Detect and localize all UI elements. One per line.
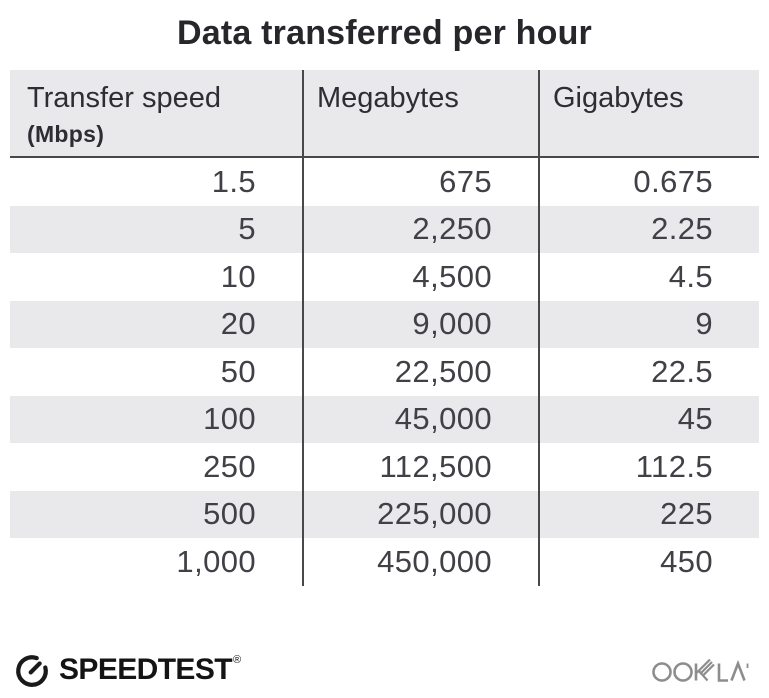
column-header-label: Megabytes bbox=[317, 82, 459, 114]
table-cell: 675 bbox=[302, 158, 538, 206]
table-cell: 1.5 bbox=[211, 163, 256, 199]
ookla-wordmark-icon bbox=[652, 658, 749, 682]
table-cell: 10 bbox=[220, 258, 256, 294]
table-cell: 2.25 bbox=[538, 205, 759, 253]
table-cell: 500 bbox=[203, 496, 256, 532]
table-row: 5 2,250 2.25 bbox=[10, 205, 759, 253]
table-row: 500 225,000 225 bbox=[10, 490, 759, 538]
registered-trademark-mark: ® bbox=[232, 654, 242, 666]
table-cell: 45 bbox=[538, 395, 759, 443]
speedtest-wordmark: SPEEDTEST bbox=[59, 653, 233, 686]
table-row: 250 112,500 112.5 bbox=[10, 443, 759, 491]
speedometer-icon bbox=[16, 655, 48, 687]
table-cell: 22.5 bbox=[538, 348, 759, 396]
table-cell: 112,500 bbox=[302, 443, 538, 491]
table-cell: 450 bbox=[538, 538, 759, 586]
ookla-logo bbox=[651, 654, 755, 686]
table-cell: 0.675 bbox=[538, 158, 759, 206]
footer: SPEEDTEST ® bbox=[14, 650, 755, 690]
table-cell: 225 bbox=[538, 490, 759, 538]
table-cell: 250 bbox=[203, 448, 256, 484]
column-header-sublabel: (Mbps) bbox=[27, 121, 105, 147]
column-header-transfer-speed: Transfer speed (Mbps) bbox=[10, 70, 302, 156]
table-cell: 22,500 bbox=[302, 348, 538, 396]
column-header-label: Transfer speed bbox=[27, 82, 221, 114]
table-cell: 45,000 bbox=[302, 395, 538, 443]
table-body: 1.5 675 0.675 5 2,250 2.25 10 4,500 4.5 … bbox=[10, 158, 759, 586]
table-cell: 450,000 bbox=[302, 538, 538, 586]
table-cell: 112.5 bbox=[538, 443, 759, 491]
table-cell: 100 bbox=[203, 401, 256, 437]
chart-title: Data transferred per hour bbox=[177, 14, 592, 52]
column-header-label: Gigabytes bbox=[553, 82, 684, 114]
speedtest-logo: SPEEDTEST ® bbox=[14, 652, 241, 688]
table-cell: 9,000 bbox=[302, 300, 538, 348]
table-cell: 50 bbox=[220, 353, 256, 389]
data-table: Transfer speed (Mbps) Megabytes Gigabyte… bbox=[10, 70, 759, 586]
table-cell: 5 bbox=[238, 211, 256, 247]
table-row: 1,000 450,000 450 bbox=[10, 538, 759, 586]
table-cell: 9 bbox=[538, 300, 759, 348]
table-cell: 20 bbox=[220, 306, 256, 342]
column-header-megabytes: Megabytes bbox=[302, 70, 538, 156]
table-cell: 1,000 bbox=[176, 543, 256, 579]
table-row: 20 9,000 9 bbox=[10, 300, 759, 348]
table-header: Transfer speed (Mbps) Megabytes Gigabyte… bbox=[10, 70, 759, 158]
column-header-gigabytes: Gigabytes bbox=[538, 70, 759, 156]
table-row: 100 45,000 45 bbox=[10, 395, 759, 443]
table-row: 10 4,500 4.5 bbox=[10, 253, 759, 301]
table-cell: 4.5 bbox=[538, 253, 759, 301]
table-row: 1.5 675 0.675 bbox=[10, 158, 759, 206]
table-cell: 4,500 bbox=[302, 253, 538, 301]
table-row: 50 22,500 22.5 bbox=[10, 348, 759, 396]
table-cell: 225,000 bbox=[302, 490, 538, 538]
table-cell: 2,250 bbox=[302, 205, 538, 253]
